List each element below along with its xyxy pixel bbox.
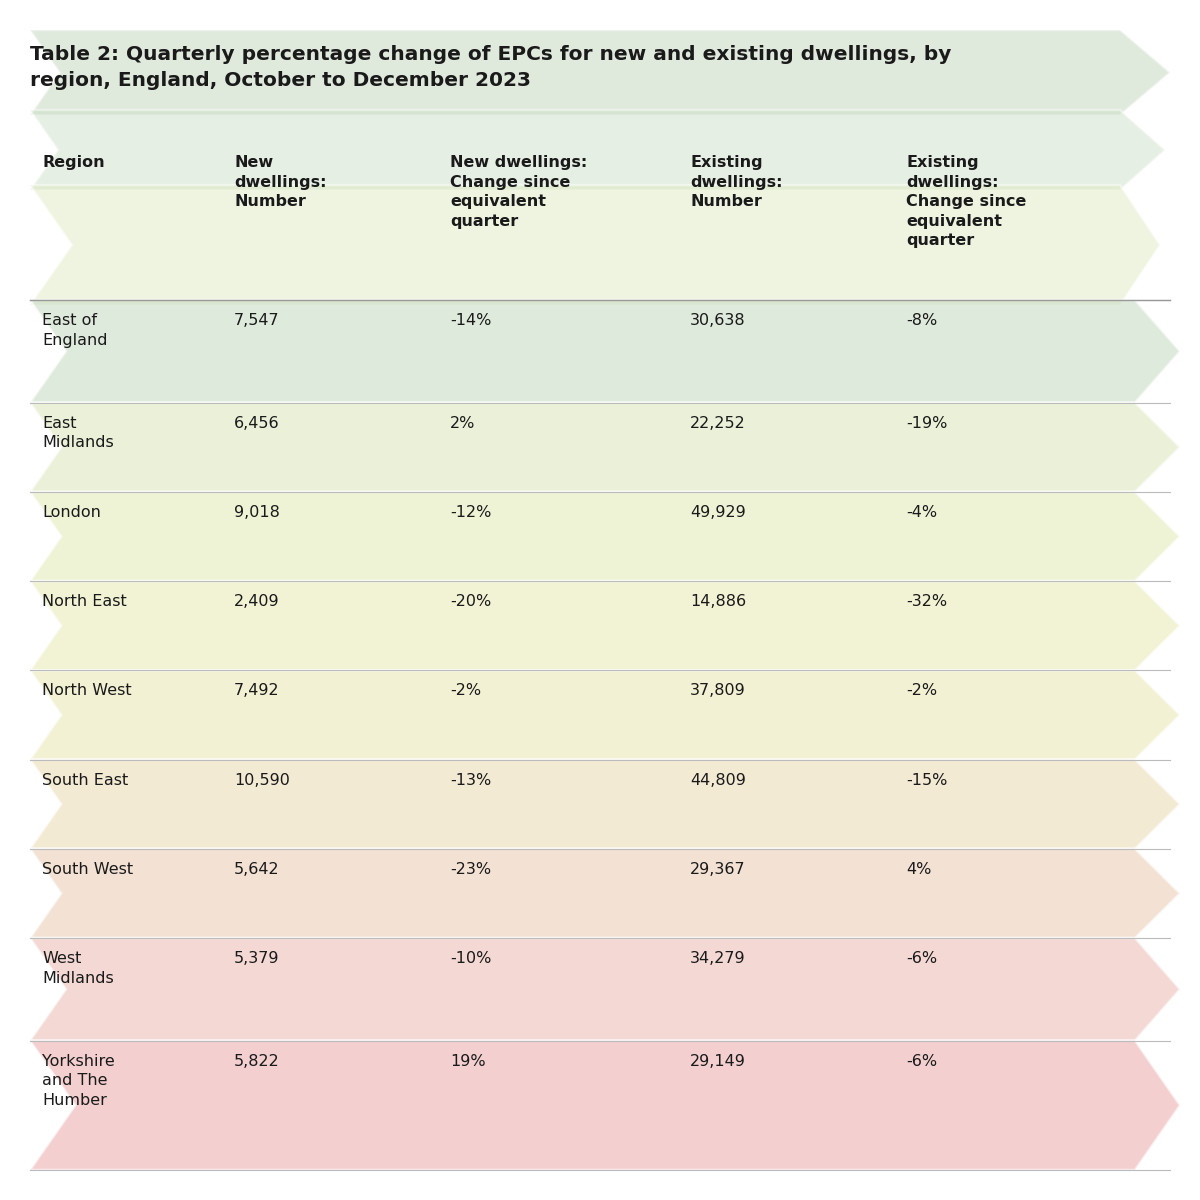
Text: -6%: -6% <box>906 1054 937 1069</box>
Text: -20%: -20% <box>450 594 491 610</box>
Polygon shape <box>30 30 1170 115</box>
Polygon shape <box>30 760 1180 848</box>
Text: 49,929: 49,929 <box>690 505 745 520</box>
Text: -2%: -2% <box>450 683 481 698</box>
Text: 34,279: 34,279 <box>690 952 745 966</box>
Text: 5,642: 5,642 <box>234 862 280 877</box>
Text: East
Midlands: East Midlands <box>42 415 114 450</box>
Text: -32%: -32% <box>906 594 947 610</box>
Polygon shape <box>30 671 1180 760</box>
Text: -2%: -2% <box>906 683 937 698</box>
Polygon shape <box>30 938 1180 1040</box>
Text: North West: North West <box>42 683 132 698</box>
Text: -23%: -23% <box>450 862 491 877</box>
Text: New
dwellings:
Number: New dwellings: Number <box>234 155 326 209</box>
Polygon shape <box>30 581 1180 671</box>
Text: -15%: -15% <box>906 773 947 787</box>
Text: -8%: -8% <box>906 313 937 328</box>
Text: 5,379: 5,379 <box>234 952 280 966</box>
Polygon shape <box>30 492 1180 581</box>
Text: 4%: 4% <box>906 862 931 877</box>
Text: 19%: 19% <box>450 1054 486 1069</box>
Polygon shape <box>30 300 1180 403</box>
Text: 9,018: 9,018 <box>234 505 280 520</box>
Text: 30,638: 30,638 <box>690 313 745 328</box>
Text: New dwellings:
Change since
equivalent
quarter: New dwellings: Change since equivalent q… <box>450 155 587 229</box>
Text: 10,590: 10,590 <box>234 773 290 787</box>
Text: North East: North East <box>42 594 127 610</box>
Text: Existing
dwellings:
Number: Existing dwellings: Number <box>690 155 782 209</box>
Text: 5,822: 5,822 <box>234 1054 280 1069</box>
Text: -4%: -4% <box>906 505 937 520</box>
Polygon shape <box>30 848 1180 938</box>
Text: 2%: 2% <box>450 415 475 431</box>
Polygon shape <box>30 185 1160 305</box>
Text: 29,149: 29,149 <box>690 1054 746 1069</box>
Text: 6,456: 6,456 <box>234 415 280 431</box>
Polygon shape <box>30 1040 1180 1170</box>
Text: East of
England: East of England <box>42 313 108 348</box>
Text: 44,809: 44,809 <box>690 773 746 787</box>
Text: -10%: -10% <box>450 952 491 966</box>
Text: 7,547: 7,547 <box>234 313 280 328</box>
Text: London: London <box>42 505 101 520</box>
Text: -12%: -12% <box>450 505 491 520</box>
Text: Existing
dwellings:
Change since
equivalent
quarter: Existing dwellings: Change since equival… <box>906 155 1026 248</box>
Text: -14%: -14% <box>450 313 491 328</box>
Text: 37,809: 37,809 <box>690 683 745 698</box>
Text: Table 2: Quarterly percentage change of EPCs for new and existing dwellings, by
: Table 2: Quarterly percentage change of … <box>30 44 952 90</box>
Text: 2,409: 2,409 <box>234 594 280 610</box>
Text: -13%: -13% <box>450 773 491 787</box>
Text: 7,492: 7,492 <box>234 683 280 698</box>
Text: South East: South East <box>42 773 128 787</box>
Text: 14,886: 14,886 <box>690 594 746 610</box>
Text: -19%: -19% <box>906 415 947 431</box>
Text: 29,367: 29,367 <box>690 862 745 877</box>
Text: -6%: -6% <box>906 952 937 966</box>
Polygon shape <box>30 110 1165 190</box>
Polygon shape <box>30 403 1180 492</box>
Text: 22,252: 22,252 <box>690 415 745 431</box>
Text: South West: South West <box>42 862 133 877</box>
Text: Yorkshire
and The
Humber: Yorkshire and The Humber <box>42 1054 115 1108</box>
Text: Region: Region <box>42 155 104 170</box>
Text: West
Midlands: West Midlands <box>42 952 114 985</box>
